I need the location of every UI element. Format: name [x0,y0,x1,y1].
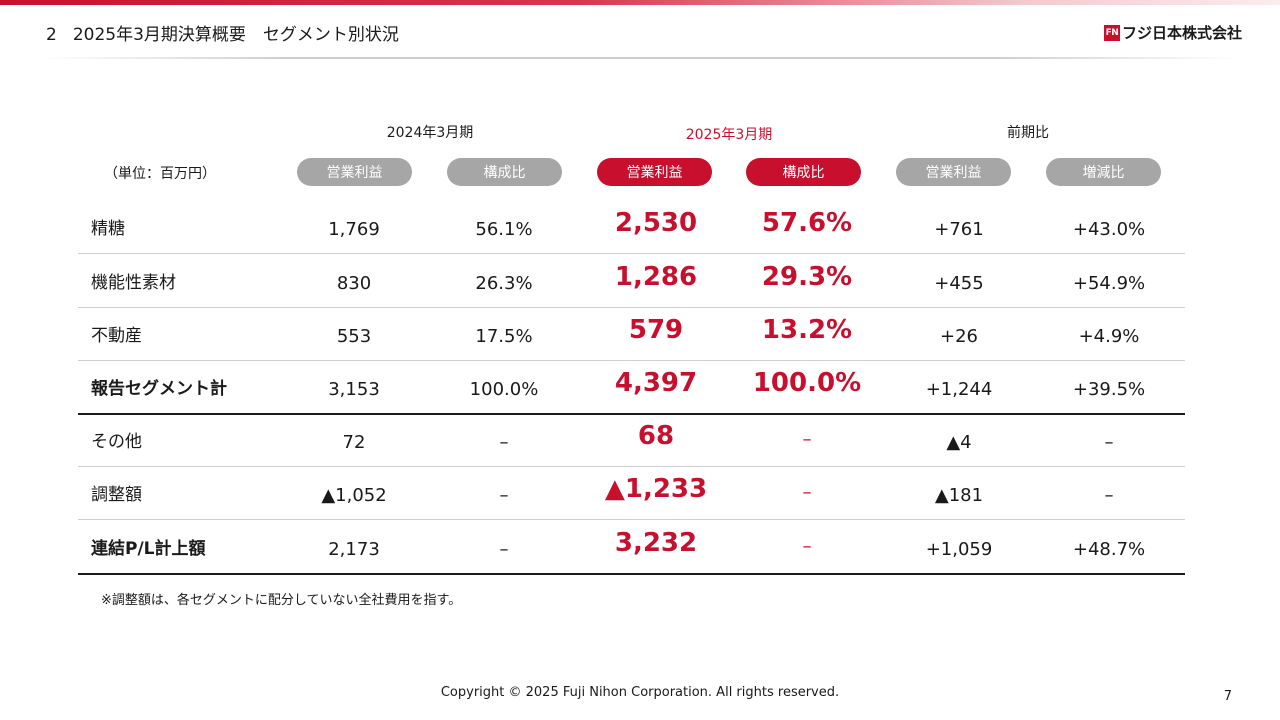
prev-ratio-cell: 100.0% [469,379,539,400]
change-profit-cell: ▲181 [934,485,984,506]
change-rate-cell: +43.0% [1072,219,1146,240]
period-change: 前期比 [1007,125,1049,141]
change-rate-cell: +39.5% [1072,379,1146,400]
change-profit-cell: ▲4 [946,432,972,453]
row-label: 不動産 [91,326,142,346]
top-accent-bar [0,0,1280,5]
col-header-prev-ratio: 構成比 [447,158,562,186]
unit-label: （単位：百万円） [104,166,216,182]
period-current: 2025年3月期 [685,127,773,143]
cur-profit-cell: 2,530 [614,207,698,238]
page-number: 7 [1223,689,1232,704]
prev-ratio-cell: 56.1% [475,219,533,240]
row-label: 精糖 [91,219,125,239]
change-profit-cell: +1,244 [925,379,993,400]
change-rate-cell: +48.7% [1072,539,1146,560]
row-label: 連結P/L計上額 [91,539,206,559]
title-text: 2025年3月期決算概要 セグメント別状況 [72,25,399,45]
prev-profit-cell: 830 [336,273,372,294]
logo-mark-icon: FN [1103,24,1120,41]
col-header-cur-profit: 営業利益 [597,158,712,186]
prev-ratio-cell: 26.3% [475,273,533,294]
change-profit-cell: +1,059 [925,539,993,560]
prev-profit-cell: 3,153 [328,379,380,400]
cur-ratio-cell: – [802,536,812,557]
cur-ratio-cell: 100.0% [752,367,862,398]
change-rate-cell: +4.9% [1078,326,1140,347]
table-row: 調整額 ▲1,052 – ▲1,233 – ▲181 – [78,466,1185,520]
table-row: その他 72 – 68 – ▲4 – [78,413,1185,467]
table-row: 精糖 1,769 56.1% 2,530 57.6% +761 +43.0% [78,200,1185,254]
prev-ratio-cell: 17.5% [475,326,533,347]
change-profit-cell: +26 [940,326,978,347]
table-row-total: 連結P/L計上額 2,173 – 3,232 – +1,059 +48.7% [78,520,1185,575]
cur-profit-cell: 579 [628,314,684,345]
prev-ratio-cell: – [499,432,509,453]
cur-profit-cell: 3,232 [614,527,698,558]
cur-ratio-cell: 29.3% [761,261,853,292]
copyright-footer: Copyright © 2025 Fuji Nihon Corporation.… [440,685,840,700]
row-label: その他 [91,432,142,452]
prev-profit-cell: 2,173 [328,539,380,560]
logo-text: フジ日本株式会社 [1121,24,1242,42]
cur-profit-cell: 1,286 [614,261,698,292]
cur-ratio-cell: 57.6% [761,207,853,238]
section-number: 2 [46,25,57,45]
prev-profit-cell: 1,769 [328,219,380,240]
prev-profit-cell: ▲1,052 [321,485,387,506]
change-rate-cell: – [1104,485,1114,506]
row-label: 調整額 [91,485,142,505]
cur-profit-cell: 68 [637,420,675,451]
change-profit-cell: +455 [934,273,984,294]
prev-profit-cell: 553 [336,326,372,347]
col-header-prev-profit: 営業利益 [297,158,412,186]
period-prev: 2024年3月期 [386,125,474,141]
page-title: 2 2025年3月期決算概要 セグメント別状況 [46,20,399,45]
change-rate-cell: +54.9% [1072,273,1146,294]
cur-profit-cell: ▲1,233 [604,473,708,504]
row-label: 機能性素材 [91,273,176,293]
col-header-change-profit: 営業利益 [896,158,1011,186]
prev-ratio-cell: – [499,485,509,506]
footnote: ※調整額は、各セグメントに配分していない全社費用を指す。 [101,593,462,608]
table-row: 不動産 553 17.5% 579 13.2% +26 +4.9% [78,307,1185,361]
cur-ratio-cell: 13.2% [761,314,853,345]
cur-ratio-cell: – [802,429,812,450]
table-row: 機能性素材 830 26.3% 1,286 29.3% +455 +54.9% [78,254,1185,308]
row-label: 報告セグメント計 [91,379,227,399]
cur-profit-cell: 4,397 [614,367,698,398]
title-divider [40,57,1240,59]
change-profit-cell: +761 [934,219,984,240]
col-header-change-rate: 増減比 [1046,158,1161,186]
company-logo: FN フジ日本株式会社 [1103,22,1242,43]
col-header-cur-ratio: 構成比 [746,158,861,186]
table-row-subtotal: 報告セグメント計 3,153 100.0% 4,397 100.0% +1,24… [78,360,1185,415]
change-rate-cell: – [1104,432,1114,453]
prev-profit-cell: 72 [342,432,366,453]
prev-ratio-cell: – [499,539,509,560]
cur-ratio-cell: – [802,482,812,503]
